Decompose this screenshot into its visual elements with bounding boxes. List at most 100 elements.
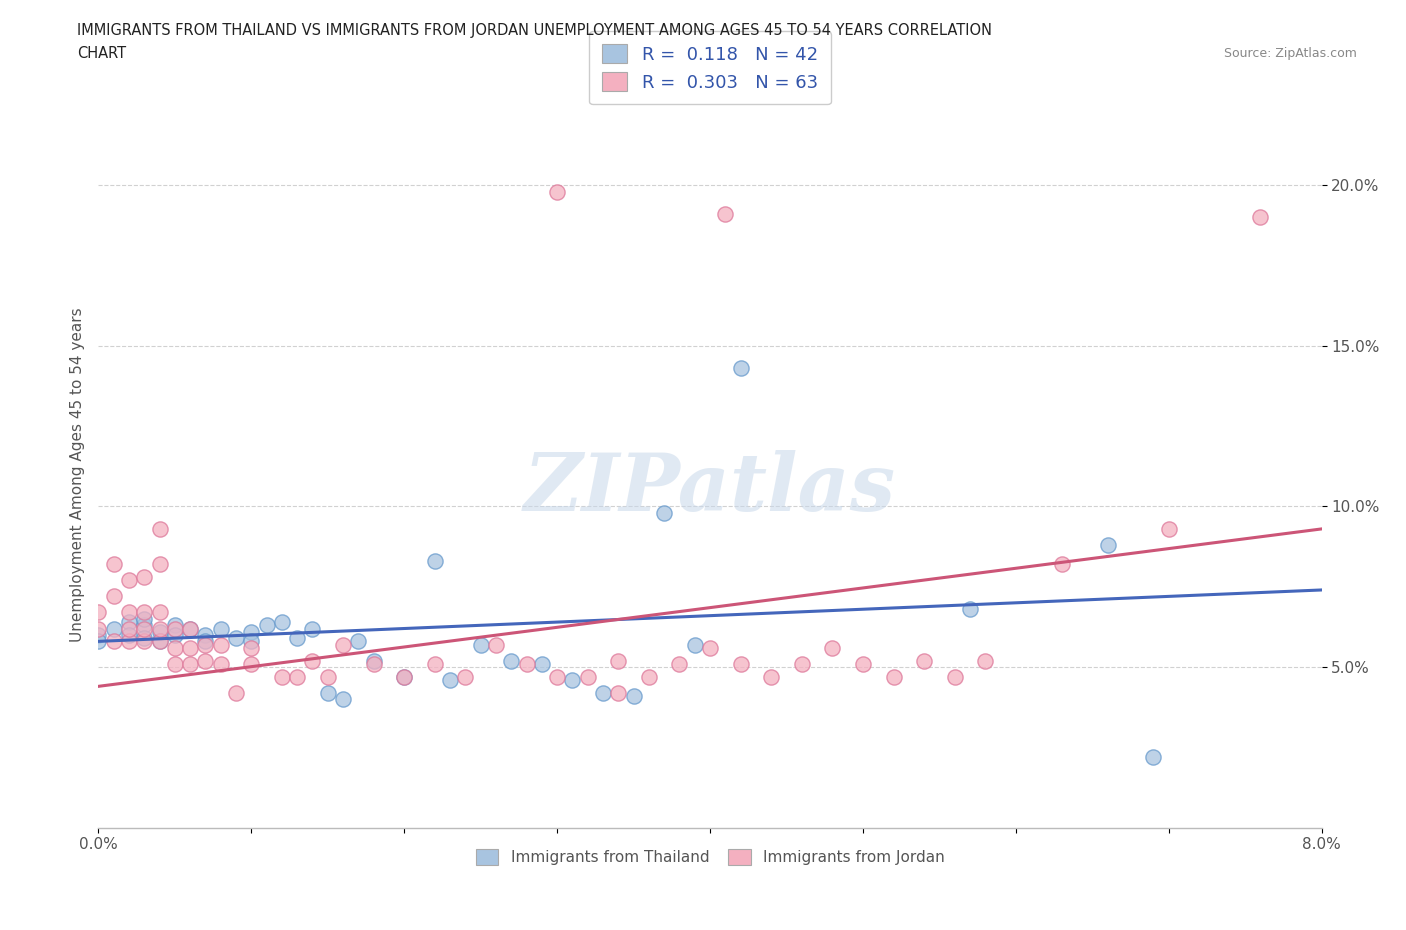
Point [87, 634, 110, 649]
Point [943, 670, 966, 684]
Point [347, 634, 370, 649]
Point [134, 634, 156, 649]
Point [1050, 557, 1073, 572]
Point [118, 573, 141, 588]
Point [134, 618, 156, 632]
Point [87, 621, 110, 636]
Point [163, 628, 186, 643]
Point [683, 637, 706, 652]
Point [637, 670, 661, 684]
Point [240, 641, 263, 656]
Point [730, 657, 752, 671]
Point [149, 621, 172, 636]
Point [163, 641, 186, 656]
Point [285, 670, 308, 684]
Point [301, 621, 323, 636]
Point [332, 637, 354, 652]
Point [149, 634, 172, 649]
Point [423, 553, 446, 568]
Point [118, 615, 141, 630]
Point [852, 657, 875, 671]
Text: CHART: CHART [77, 46, 127, 61]
Point [668, 657, 690, 671]
Point [546, 184, 568, 199]
Point [103, 589, 125, 604]
Point [530, 657, 553, 671]
Point [118, 628, 141, 643]
Point [256, 618, 278, 632]
Point [821, 641, 844, 656]
Point [1142, 750, 1164, 764]
Y-axis label: Unemployment Among Ages 45 to 54 years: Unemployment Among Ages 45 to 54 years [69, 307, 84, 642]
Point [134, 605, 156, 620]
Point [285, 631, 308, 645]
Point [912, 653, 935, 668]
Point [118, 621, 141, 636]
Point [607, 653, 630, 668]
Point [546, 670, 568, 684]
Point [392, 670, 416, 684]
Point [454, 670, 477, 684]
Point [118, 634, 141, 649]
Point [607, 685, 630, 700]
Point [134, 570, 156, 585]
Point [470, 637, 492, 652]
Point [576, 670, 599, 684]
Point [332, 692, 354, 707]
Point [316, 670, 339, 684]
Point [163, 618, 186, 632]
Point [134, 631, 156, 645]
Point [270, 615, 294, 630]
Point [730, 361, 752, 376]
Point [883, 670, 905, 684]
Point [1097, 538, 1119, 552]
Point [225, 685, 247, 700]
Point [179, 621, 201, 636]
Point [209, 657, 232, 671]
Point [103, 621, 125, 636]
Point [163, 621, 186, 636]
Point [301, 653, 323, 668]
Point [179, 621, 201, 636]
Point [194, 628, 217, 643]
Point [974, 653, 997, 668]
Point [87, 605, 110, 620]
Point [194, 634, 217, 649]
Text: Source: ZipAtlas.com: Source: ZipAtlas.com [1223, 46, 1357, 60]
Point [179, 641, 201, 656]
Point [485, 637, 508, 652]
Point [134, 611, 156, 626]
Point [363, 657, 385, 671]
Point [103, 557, 125, 572]
Point [363, 653, 385, 668]
Point [423, 657, 446, 671]
Point [592, 685, 614, 700]
Point [759, 670, 782, 684]
Point [959, 602, 981, 617]
Point [179, 657, 201, 671]
Point [103, 634, 125, 649]
Point [1249, 210, 1271, 225]
Point [209, 637, 232, 652]
Point [149, 605, 172, 620]
Point [87, 628, 110, 643]
Point [1157, 522, 1180, 537]
Point [439, 672, 461, 687]
Text: ZIPatlas: ZIPatlas [524, 450, 896, 527]
Point [714, 206, 737, 221]
Point [118, 605, 141, 620]
Point [134, 621, 156, 636]
Point [240, 624, 263, 639]
Point [225, 631, 247, 645]
Legend: Immigrants from Thailand, Immigrants from Jordan: Immigrants from Thailand, Immigrants fro… [468, 842, 952, 873]
Point [149, 634, 172, 649]
Point [501, 653, 523, 668]
Point [240, 634, 263, 649]
Point [392, 670, 416, 684]
Point [516, 657, 538, 671]
Point [790, 657, 813, 671]
Point [149, 557, 172, 572]
Point [652, 505, 675, 520]
Point [163, 657, 186, 671]
Point [194, 637, 217, 652]
